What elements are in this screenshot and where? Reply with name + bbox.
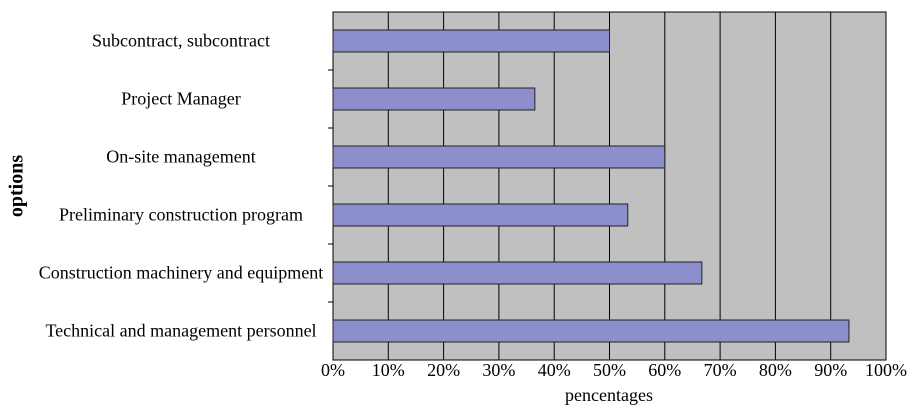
bar — [332, 203, 629, 227]
x-tick-label: 40% — [538, 360, 571, 380]
bar — [332, 319, 850, 343]
y-tick-label: Project Manager — [121, 88, 241, 109]
y-tick-label: Technical and management personnel — [45, 320, 317, 341]
bar — [332, 29, 610, 53]
x-tick-label: 10% — [372, 360, 405, 380]
y-axis-title: options — [6, 155, 28, 217]
x-tick-label: 70% — [704, 360, 737, 380]
x-tick-label: 0% — [321, 360, 345, 380]
y-tick-label: Preliminary construction program — [59, 204, 303, 225]
x-tick-label: 90% — [814, 360, 847, 380]
x-tick-label: 80% — [759, 360, 792, 380]
x-tick-label: 100% — [865, 360, 907, 380]
x-tick-label: 60% — [648, 360, 681, 380]
y-tick-label: On-site management — [106, 146, 256, 167]
y-tick-label: Construction machinery and equipment — [38, 262, 324, 283]
x-axis-title: pencentages — [565, 385, 653, 405]
x-tick-label: 30% — [482, 360, 515, 380]
bar — [332, 145, 666, 169]
y-tick-label: Subcontract, subcontract — [92, 30, 270, 51]
bar — [332, 87, 536, 111]
x-tick-label: 20% — [427, 360, 460, 380]
bar — [332, 261, 703, 285]
x-tick-label: 50% — [593, 360, 626, 380]
